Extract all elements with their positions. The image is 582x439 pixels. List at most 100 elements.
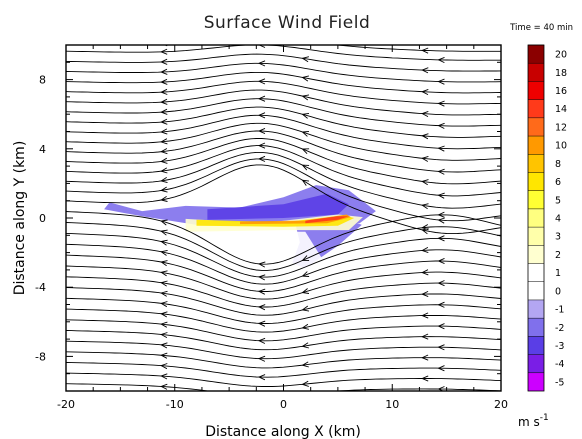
streamline xyxy=(66,351,501,369)
streamline-arrowhead xyxy=(160,373,168,380)
streamline-arrowhead xyxy=(303,39,309,44)
streamline-arrowhead xyxy=(160,290,168,297)
colorbar-swatch xyxy=(528,299,544,319)
streamline-arrowhead xyxy=(421,133,429,140)
streamline-arrowhead xyxy=(160,219,168,226)
streamline xyxy=(66,265,501,300)
streamline-arrowhead xyxy=(421,110,429,117)
streamline-arrowhead xyxy=(160,260,168,267)
streamline-arrowhead xyxy=(421,312,429,319)
streamline-arrowhead xyxy=(437,100,445,107)
shade-band-red xyxy=(305,216,349,224)
streamline-arrowhead xyxy=(257,355,266,362)
streamline xyxy=(333,45,501,52)
streamline xyxy=(66,89,501,116)
x-tick-label: -20 xyxy=(57,398,75,411)
streamline-arrowhead xyxy=(437,235,445,242)
streamline-arrowhead xyxy=(301,164,310,171)
streamline-arrowhead xyxy=(257,337,266,344)
colorbar-tick-label: -1 xyxy=(555,305,564,316)
colorbar-tick-label: 6 xyxy=(555,177,561,188)
streamline-arrowhead xyxy=(421,47,429,54)
streamline-arrowhead xyxy=(160,383,168,390)
streamline-arrowhead xyxy=(301,288,310,294)
streamline-arrowhead xyxy=(301,255,310,261)
colorbar-swatch xyxy=(528,190,544,209)
streamline-arrowhead xyxy=(421,67,429,74)
streamline xyxy=(66,222,501,271)
streamline-arrowhead xyxy=(437,56,445,64)
streamline-arrowhead xyxy=(421,155,429,162)
colorbar-tick-label: 14 xyxy=(555,104,567,115)
streamline-arrowhead xyxy=(160,239,168,246)
colorbar-swatch xyxy=(528,281,544,300)
streamline-arrowhead xyxy=(437,145,445,152)
streamline-arrowhead xyxy=(160,229,168,236)
streamline xyxy=(66,340,501,360)
streamline-arrowhead xyxy=(301,94,310,101)
shade-pale-left xyxy=(142,228,192,291)
streamline xyxy=(66,254,501,292)
streamline-arrowhead xyxy=(257,78,266,85)
streamline-arrowhead xyxy=(257,95,266,102)
streamline-arrowhead xyxy=(301,342,310,349)
streamline xyxy=(66,383,501,391)
streamline-arrowhead xyxy=(160,118,168,125)
streamline-arrowhead xyxy=(160,88,168,95)
streamline-arrowhead xyxy=(259,394,265,399)
colorbar-swatch xyxy=(528,117,544,137)
streamline-arrowhead xyxy=(160,177,168,184)
colorbar-swatch xyxy=(528,263,544,282)
streamline-arrowhead xyxy=(301,323,309,330)
streamline-arrowhead xyxy=(160,98,168,105)
colorbar-tick-label: 8 xyxy=(555,159,561,170)
axes: -20 -10 0 10 20 -8 -4 0 4 8 xyxy=(35,44,508,411)
streamline xyxy=(66,158,501,222)
colorbar-unit-exponent: -1 xyxy=(540,413,549,423)
shade-band-orange xyxy=(240,214,351,225)
colorbar-tick-label: 1 xyxy=(555,268,561,279)
colorbar-swatch xyxy=(528,318,544,337)
streamline-arrowhead xyxy=(421,290,429,298)
streamline-arrowhead xyxy=(160,58,168,65)
streamline xyxy=(66,145,501,197)
streamline-arrowhead xyxy=(160,352,168,359)
streamline-arrowhead xyxy=(257,60,266,67)
y-tick-label: -4 xyxy=(35,281,46,294)
x-tick-label: 20 xyxy=(494,398,508,411)
streamline-arrowhead xyxy=(437,78,445,85)
streamline xyxy=(66,80,501,105)
streamline-arrowhead xyxy=(160,311,168,318)
streamline-arrowhead xyxy=(160,301,168,308)
shade-pale-right-lower xyxy=(446,237,501,270)
colorbar-swatch xyxy=(528,63,544,82)
streamline-arrowhead xyxy=(437,365,445,372)
streamline-arrowhead xyxy=(160,342,168,349)
streamline-arrowhead xyxy=(160,68,168,75)
y-tick-label: 0 xyxy=(39,212,46,225)
streamline-arrowhead xyxy=(301,148,310,155)
shaded-contours xyxy=(104,135,501,291)
colorbar-tick-label: 16 xyxy=(555,86,567,97)
streamline-arrowhead xyxy=(421,375,429,382)
streamline-arrowhead xyxy=(257,304,266,311)
streamline-arrowhead xyxy=(421,269,429,276)
streamline-arrowhead xyxy=(160,332,168,338)
streamline-arrowhead xyxy=(437,211,445,218)
streamline-arrowhead xyxy=(258,45,266,48)
x-tick-label: 10 xyxy=(385,398,399,411)
streamline-arrowhead xyxy=(437,301,445,308)
colorbar-swatch xyxy=(528,336,544,355)
colorbar-tick-label: 18 xyxy=(555,68,567,79)
streamline-arrowhead xyxy=(257,288,266,295)
streamline-arrowhead xyxy=(421,203,429,210)
streamline-arrowhead xyxy=(301,361,309,368)
streamline-arrowhead xyxy=(301,179,310,186)
colorbar-swatch xyxy=(528,354,544,373)
streamline-arrowhead xyxy=(301,305,310,312)
colorbar-tick-label: -4 xyxy=(555,359,564,370)
streamline-arrowhead xyxy=(257,142,266,149)
streamline-arrowhead xyxy=(257,274,266,281)
